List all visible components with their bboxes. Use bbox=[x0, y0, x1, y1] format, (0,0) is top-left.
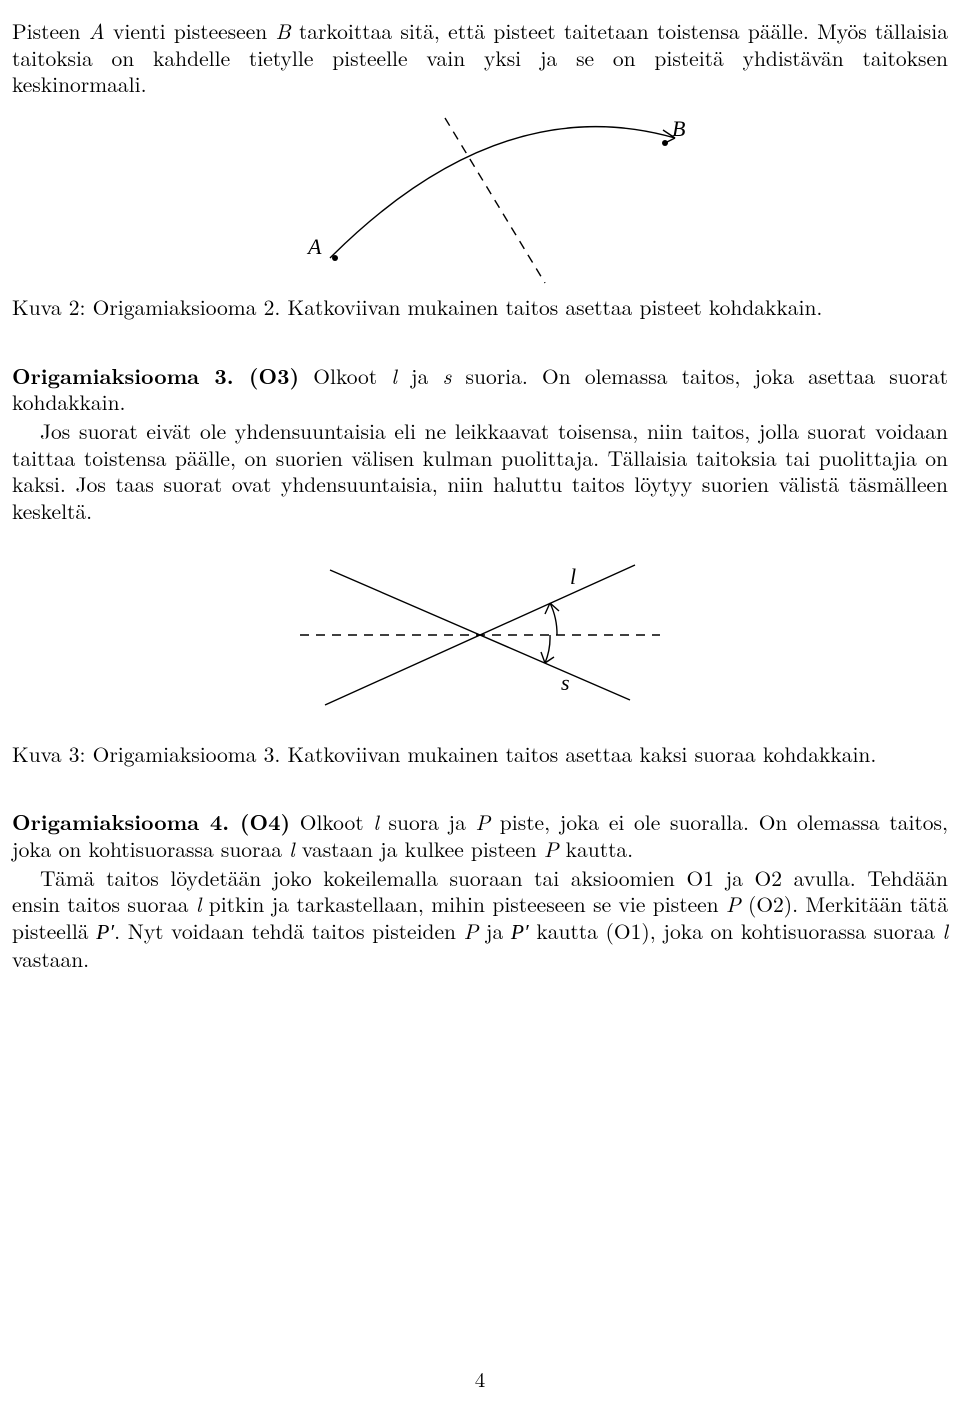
var-P: P bbox=[544, 834, 559, 864]
text: vastaan. bbox=[12, 944, 89, 974]
figure-3-caption: Kuva 3: Origamiaksiooma 3. Katkoviivan m… bbox=[12, 741, 948, 768]
text: kautta (O1), joka on kohtisuorassa suora… bbox=[529, 916, 943, 946]
var-A: A bbox=[89, 16, 105, 46]
axiom-3-title: Origamiaksiooma 3. (O3) bbox=[12, 361, 299, 391]
paragraph-1: Pisteen A vienti pisteeseen B tarkoittaa… bbox=[12, 18, 948, 98]
text: Olkoot bbox=[290, 807, 373, 837]
axiom-4-explanation: Tämä taitos löydetään joko kokeilemalla … bbox=[12, 865, 948, 973]
axiom-4-title: Origamiaksiooma 4. (O4) bbox=[12, 807, 290, 837]
point-A-dot bbox=[332, 255, 338, 261]
axiom-4-statement: Origamiaksiooma 4. (O4) Olkoot l suora j… bbox=[12, 809, 948, 862]
axiom-3-explanation: Jos suorat eivät ole yhdensuuntaisia eli… bbox=[12, 418, 948, 525]
line-s bbox=[330, 570, 630, 700]
point-B-dot bbox=[662, 140, 668, 146]
var-Pprime: P′ bbox=[96, 920, 114, 944]
text: kautta. bbox=[558, 834, 633, 864]
page: Pisteen A vienti pisteeseen B tarkoittaa… bbox=[0, 0, 960, 1414]
var-B: B bbox=[275, 16, 290, 46]
label-s: s bbox=[561, 670, 570, 695]
label-B: B bbox=[672, 116, 685, 141]
text: vienti pisteeseen bbox=[105, 16, 276, 46]
var-P: P bbox=[464, 916, 479, 946]
text: pitkin ja tarkastellaan, mihin pisteesee… bbox=[201, 889, 726, 919]
text: Olkoot bbox=[299, 361, 391, 391]
label-l: l bbox=[570, 564, 576, 589]
figure-3: l s bbox=[270, 535, 690, 735]
text: ja bbox=[397, 361, 443, 391]
label-A: A bbox=[306, 234, 322, 259]
var-Pprime: P′ bbox=[511, 920, 529, 944]
text: Pisteen bbox=[12, 16, 89, 46]
var-P: P bbox=[726, 889, 741, 919]
text: ja bbox=[478, 916, 511, 946]
arc-to-s bbox=[545, 635, 550, 663]
text: vastaan ja kulkee pisteen bbox=[295, 834, 544, 864]
fold-dash bbox=[445, 118, 545, 283]
var-P: P bbox=[476, 807, 491, 837]
figure-2: A B bbox=[220, 108, 740, 288]
axiom-3-statement: Origamiaksiooma 3. (O3) Olkoot l ja s su… bbox=[12, 363, 948, 416]
figure-2-caption: Kuva 2: Origamiaksiooma 2. Katkoviivan m… bbox=[12, 294, 948, 321]
page-number: 4 bbox=[0, 1366, 960, 1392]
text: . Nyt voidaan tehdä taitos pisteiden bbox=[114, 916, 464, 946]
var-l: l bbox=[942, 916, 948, 946]
text: suora ja bbox=[379, 807, 476, 837]
arc-AB bbox=[330, 127, 675, 258]
